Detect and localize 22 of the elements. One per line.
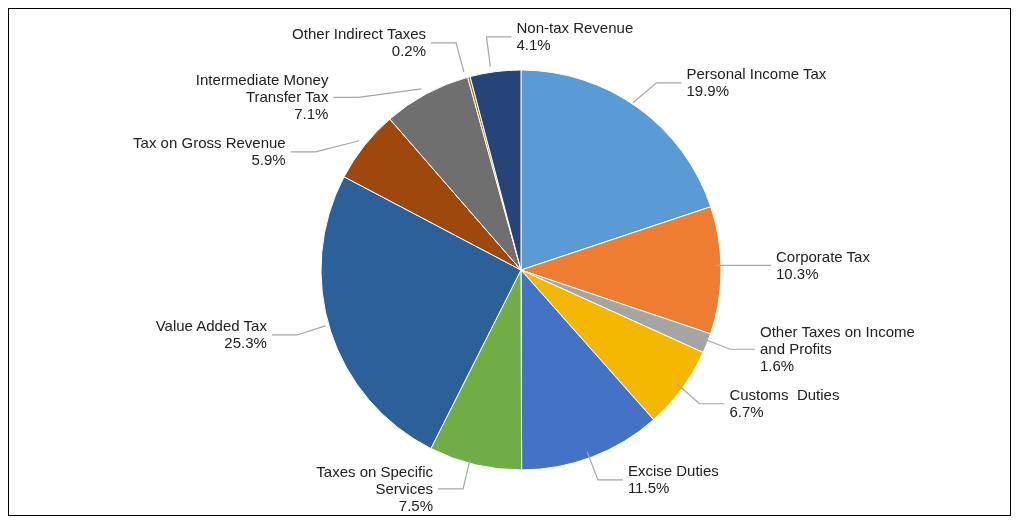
slice-label: Customs Duties (729, 386, 840, 404)
slice-label: Corporate Tax (776, 247, 871, 265)
data-label: 1.6% (760, 357, 795, 375)
slice-label: Taxes on Specific Services (316, 462, 434, 497)
slice-label: Other Indirect Taxes (292, 25, 427, 43)
data-label: 11.5% (627, 479, 670, 497)
data-label: 5.9% (251, 151, 286, 169)
data-label: 6.7% (729, 403, 764, 421)
data-label: 10.3% (776, 264, 819, 282)
slice-label: Value Added Tax (155, 317, 268, 335)
data-label: 19.9% (686, 82, 730, 100)
slice-label: Excise Duties (627, 462, 719, 480)
data-label: 4.1% (516, 36, 551, 54)
slice-label: Intermediate Money Transfer Tax (195, 71, 329, 106)
slice-label: Other Taxes on Income and Profits (760, 323, 915, 358)
data-label: 7.5% (398, 496, 434, 514)
data-label: 0.2% (391, 42, 427, 60)
data-label: 7.1% (294, 105, 329, 123)
data-label: 25.3% (224, 334, 267, 352)
slice-label: Non-tax Revenue (516, 19, 634, 37)
slice-label: Tax on Gross Revenue (133, 134, 286, 152)
slice-label: Personal Income Tax (686, 65, 827, 83)
